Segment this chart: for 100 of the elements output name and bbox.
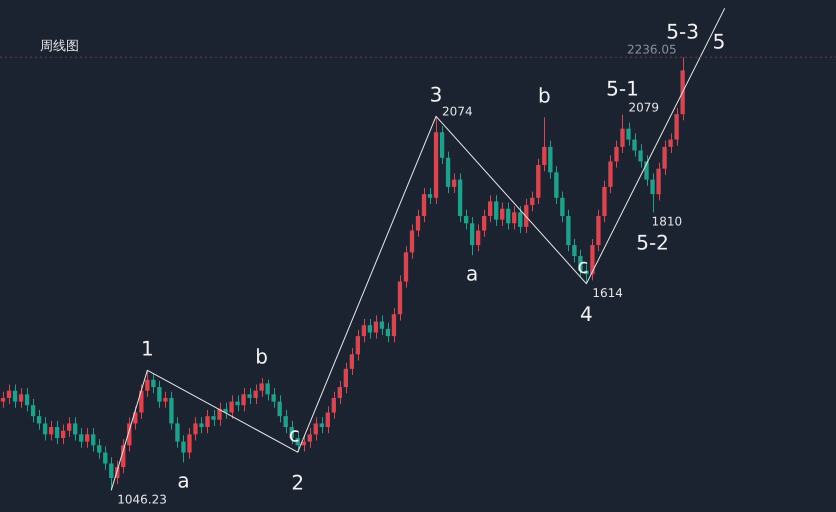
candlestick: [54, 420, 60, 445]
annotation: b: [255, 344, 268, 369]
candlestick: [278, 394, 282, 423]
candlestick: [320, 416, 324, 434]
candlestick: [572, 238, 577, 263]
candlestick: [30, 398, 36, 423]
candlestick: [145, 370, 150, 398]
candlestick: [428, 187, 432, 204]
candlestick: [314, 416, 318, 442]
candlestick: [338, 380, 342, 405]
annotation: 1: [140, 336, 154, 360]
annotation: 2079: [628, 100, 660, 115]
candlestick: [488, 194, 492, 223]
candlestick: [392, 308, 396, 343]
candlestick: [271, 388, 276, 408]
candlestick: [85, 428, 90, 448]
data-label: 1046.23: [117, 492, 167, 506]
candlestick: [12, 384, 18, 408]
candlestick: [109, 456, 114, 491]
candlestick: [494, 194, 498, 226]
annotation: 1810: [652, 214, 682, 228]
candlestick: [620, 114, 625, 154]
candlestick: [247, 388, 252, 405]
candlestick: [151, 373, 156, 394]
candlestick: [97, 438, 102, 460]
candlestick: [662, 140, 667, 176]
candlestick: [560, 191, 565, 223]
candlestick: [193, 416, 198, 442]
candlestick: [638, 144, 643, 168]
candlestick: [518, 206, 522, 234]
candlestick: [530, 191, 534, 212]
candlestick: [181, 434, 186, 463]
candlestick: [187, 428, 192, 460]
candlestick: [482, 209, 486, 238]
candlestick: [284, 409, 288, 434]
data-label: 1614: [592, 286, 623, 300]
candlestick: [36, 409, 42, 430]
annotation: 3: [430, 82, 442, 106]
candlestick: [362, 318, 366, 343]
candlestick: [350, 348, 354, 376]
candlestick: [422, 187, 426, 223]
candlestick: [175, 416, 180, 448]
annotation: c: [577, 254, 588, 278]
candlestick: [368, 318, 372, 340]
candlestick: [326, 406, 330, 434]
annotation: 5-1: [606, 76, 639, 101]
candlestick: [542, 116, 546, 172]
candlestick: [632, 132, 637, 158]
candlestick: [139, 384, 144, 420]
candlestick: [500, 202, 504, 226]
candlestick: [265, 379, 270, 401]
candlestick: [42, 416, 48, 442]
candlestick: [374, 314, 378, 340]
candlestick: [253, 384, 258, 405]
candlestick: [416, 209, 420, 238]
annotation: 5: [712, 30, 726, 54]
candlestick: [308, 428, 312, 448]
annotation: a: [466, 262, 478, 286]
candlestick: [626, 122, 631, 146]
candlestick: [332, 391, 336, 420]
candlestick: [103, 446, 108, 470]
candlestick: [67, 416, 72, 438]
candlestick: [205, 409, 210, 434]
candlestick: [133, 406, 138, 430]
candlestick: [410, 224, 414, 260]
candlestick: [302, 434, 306, 452]
ref-line-label: 2236.05: [627, 42, 677, 56]
candlestick: [380, 314, 384, 336]
candlestick: [476, 224, 480, 252]
annotation: c: [288, 422, 300, 446]
annotation: 5-2: [636, 230, 669, 255]
candlestick: [60, 424, 66, 445]
candlestick: [452, 172, 456, 194]
candlestick: [163, 391, 168, 408]
annotation: 4: [580, 302, 593, 326]
candlestick: [73, 416, 78, 442]
data-label: 2074: [442, 104, 473, 118]
annotation: 2: [291, 470, 304, 494]
candlestick: [668, 132, 673, 154]
candlestick: [79, 428, 84, 448]
candlestick: [6, 384, 12, 405]
annotation: a: [177, 468, 190, 493]
candlestick: [524, 198, 528, 234]
candlestick: [229, 394, 234, 420]
candlestick: [650, 172, 655, 213]
candlestick: [470, 216, 474, 256]
candlestick: [344, 362, 348, 394]
candlestick: [512, 206, 516, 230]
annotation: 5-3: [666, 20, 699, 44]
candlestick: [157, 380, 162, 408]
candlestick: [259, 378, 264, 398]
chart-title: 周线图: [40, 38, 79, 55]
candlestick: [48, 420, 54, 442]
candlestick: [614, 140, 619, 168]
candlestick: [506, 202, 510, 230]
candlestick: [356, 329, 360, 361]
candlestick: [464, 209, 468, 230]
candlestick: [91, 428, 96, 452]
candlestick: [211, 409, 216, 426]
annotation: b: [538, 84, 551, 108]
